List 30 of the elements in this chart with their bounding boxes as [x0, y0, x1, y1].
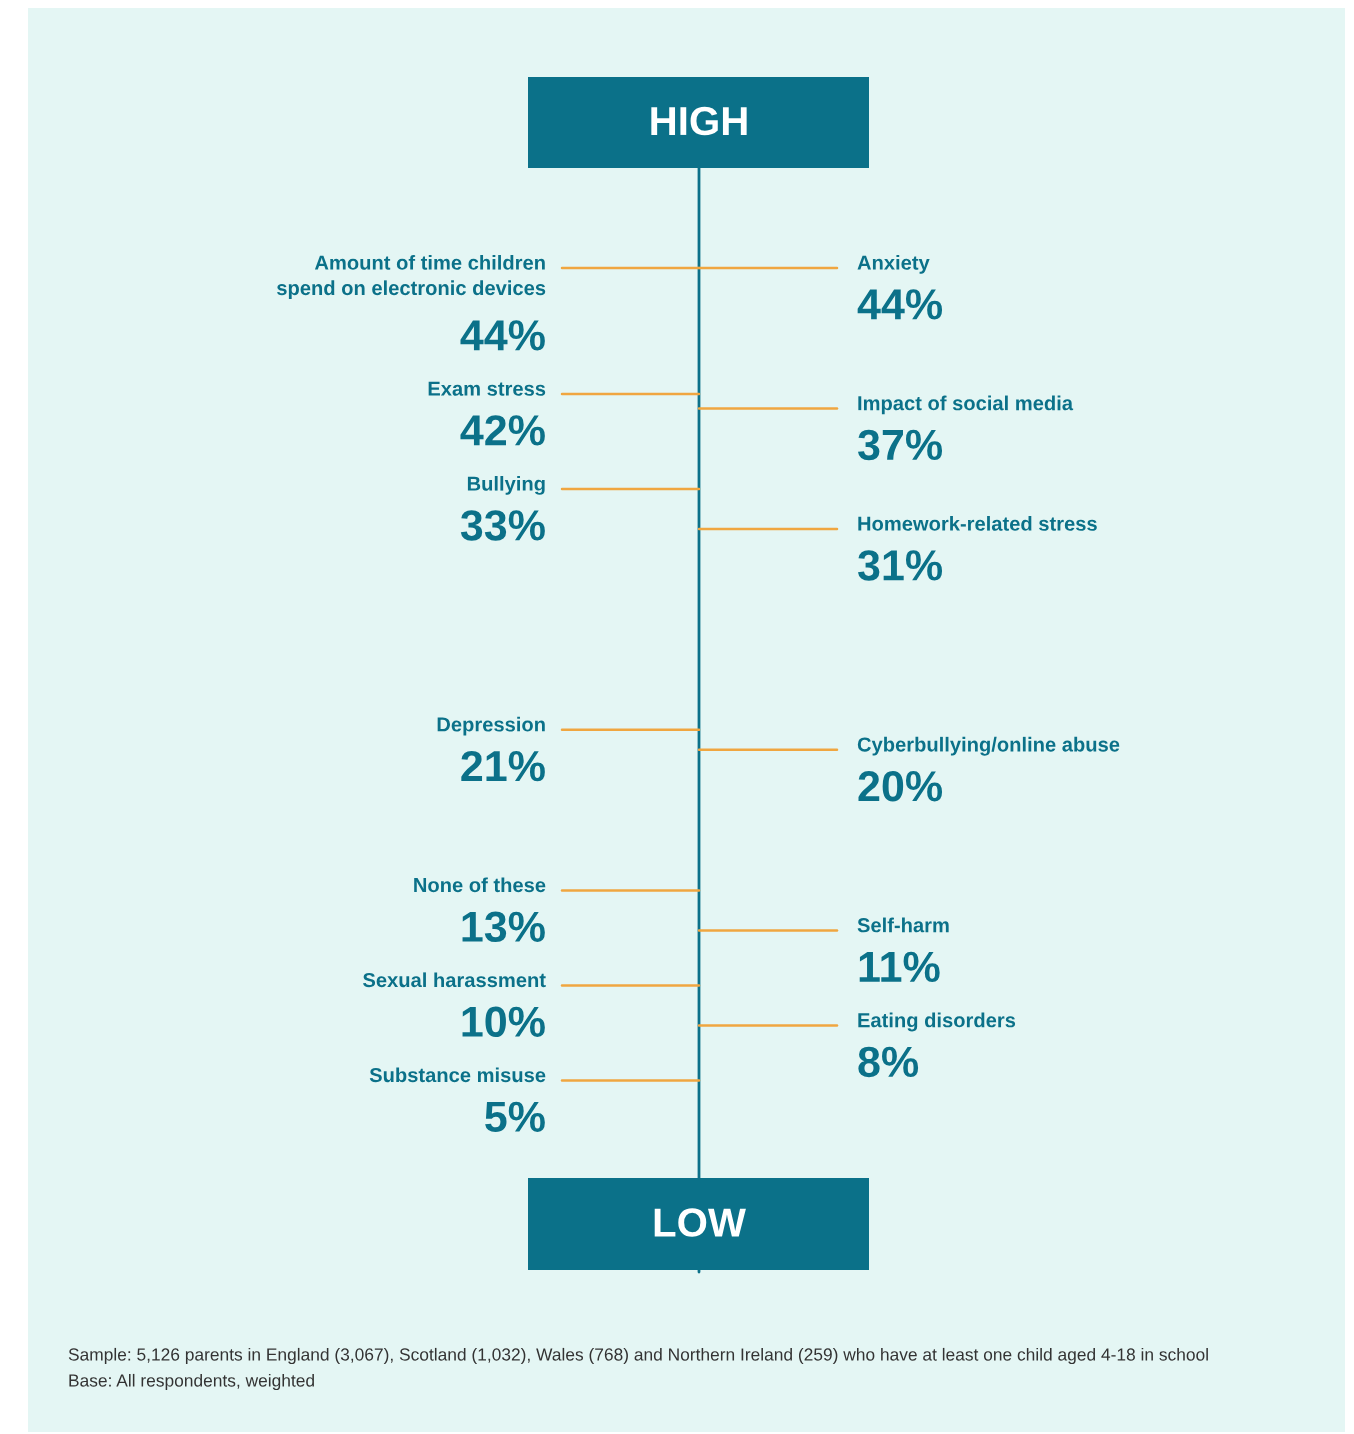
category-label: Homework-related stress: [858, 516, 1097, 531]
data-label: 20%: [858, 770, 943, 802]
data-label: 11%: [859, 951, 940, 983]
category-label: Depression: [437, 716, 545, 736]
data-label: 42%: [460, 415, 545, 446]
data-label: 31%: [857, 550, 943, 581]
data-label: 13%: [462, 911, 545, 943]
category-label: Sexual harassment: [363, 972, 546, 988]
data-label: 21%: [461, 750, 545, 782]
data-label: 44%: [460, 320, 545, 351]
category-label: Exam stress: [428, 381, 546, 396]
category-label: Anxiety: [857, 255, 930, 274]
text: HIGH: [651, 106, 747, 136]
category-label: Bullying: [467, 476, 545, 495]
category-label: Eating disorders: [858, 1012, 1016, 1032]
category-label: None of these: [414, 877, 546, 893]
category-label: Substance misuse: [369, 1067, 546, 1083]
text: Sample: 5,126 parents in England (3,067), Scotland (1,032), Wales (768) and Northern Ireland (259) who have at least one child aged 4-18 in school: [68, 1347, 1208, 1365]
data-label: 5%: [485, 1101, 545, 1133]
category-label: Cyberbullying/online abuse: [857, 736, 1120, 756]
category-label: Amount of time children spend on electronic devices: [277, 255, 546, 300]
category-label: Impact of social media: [858, 395, 1074, 415]
data-label: 37%: [857, 429, 943, 461]
data-label: 10%: [462, 1006, 545, 1038]
data-label: 8%: [858, 1046, 919, 1078]
data-label: 44%: [857, 289, 943, 320]
data-label: 33%: [460, 510, 545, 541]
text: LOW: [654, 1208, 746, 1237]
text: Base: All respondents, weighted: [69, 1373, 314, 1391]
category-label: Self-harm: [857, 917, 949, 933]
